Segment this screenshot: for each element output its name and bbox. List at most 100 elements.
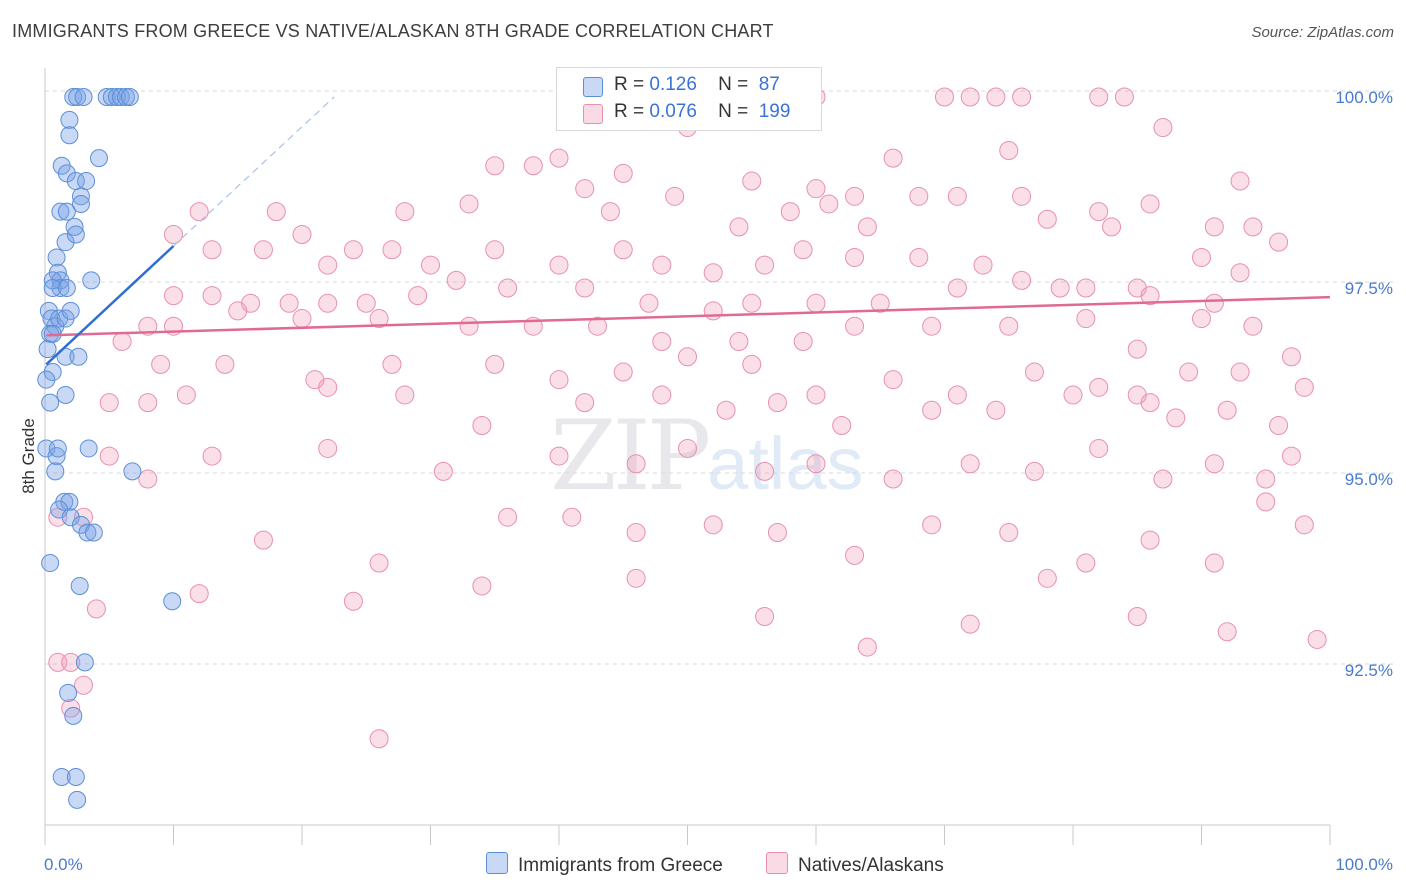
native-point: [922, 316, 942, 336]
native-point: [678, 438, 697, 458]
native-point: [343, 591, 363, 611]
native-point: [870, 293, 890, 313]
y-tick-label: 92.5%: [1345, 661, 1393, 680]
native-point: [575, 179, 595, 199]
native-point: [459, 316, 479, 336]
native-point: [1050, 278, 1070, 298]
greece-point: [57, 202, 76, 221]
greece-point: [70, 576, 89, 595]
native-point: [549, 370, 569, 390]
native-point: [1102, 217, 1122, 237]
legend-n-value: 87: [758, 74, 780, 95]
native-point: [703, 515, 723, 535]
greece-point: [77, 172, 96, 191]
native-point: [652, 255, 672, 275]
native-point: [433, 461, 453, 481]
native-point: [832, 416, 852, 436]
native-point: [999, 316, 1019, 336]
greece-point: [46, 462, 65, 481]
bottom-legend-swatch-natives: [766, 852, 788, 874]
legend-n-label: N =: [718, 101, 749, 122]
native-point: [549, 446, 569, 466]
bottom-legend-natives[interactable]: Natives/Alaskans: [766, 852, 944, 877]
immigrants-greece-points: [37, 88, 182, 809]
legend-r-label: R =: [614, 101, 645, 122]
native-point: [1243, 316, 1263, 336]
native-point: [780, 202, 800, 222]
native-point: [189, 202, 209, 222]
native-point: [909, 247, 929, 267]
native-point: [61, 652, 81, 672]
greece-point: [61, 508, 80, 527]
native-point: [266, 202, 286, 222]
native-point: [729, 331, 749, 351]
native-point: [1127, 339, 1147, 359]
y-tick-label: 100.0%: [1335, 88, 1393, 107]
x-tick-label-min: 0.0%: [44, 855, 83, 874]
native-point: [395, 385, 415, 405]
greece-point: [82, 271, 101, 290]
native-point: [742, 354, 762, 374]
native-point: [652, 331, 672, 351]
native-point: [806, 179, 826, 199]
native-point: [922, 515, 942, 535]
tick-labels: 92.5% 95.0% 97.5% 100.0% 0.0% 100.0% 8th Grade: [19, 88, 1393, 874]
greece-point: [47, 248, 66, 267]
greece-point: [43, 279, 62, 297]
natives-trend-line: [46, 295, 1331, 337]
greece-point: [43, 363, 62, 382]
native-point: [318, 255, 338, 275]
native-point: [318, 293, 338, 313]
bottom-legend-label-natives: Natives/Alaskans: [798, 855, 944, 876]
native-point: [472, 416, 492, 436]
native-point: [215, 354, 235, 374]
native-point: [1294, 377, 1314, 397]
greece-point: [65, 217, 84, 236]
greece-point: [79, 439, 98, 458]
greece-point: [78, 523, 97, 542]
native-point: [1089, 377, 1109, 397]
greece-point: [41, 393, 60, 412]
bottom-legend-greece[interactable]: Immigrants from Greece: [486, 852, 723, 877]
native-point: [678, 347, 697, 367]
correlation-legend: R = 0.126 N = 87 R = 0.076 N = 199: [556, 67, 822, 131]
native-point: [279, 293, 299, 313]
native-point: [806, 293, 826, 313]
native-point: [1063, 385, 1083, 405]
native-point: [1217, 400, 1237, 420]
native-point: [446, 270, 466, 290]
native-point: [999, 522, 1019, 542]
native-point: [421, 255, 440, 275]
native-point: [806, 454, 826, 474]
native-point: [1076, 553, 1096, 573]
greece-point: [37, 370, 56, 389]
native-point: [883, 469, 903, 489]
greece-point: [64, 88, 83, 106]
greece-trend-line: [45, 245, 175, 366]
native-point: [485, 156, 505, 176]
greece-trend-extension: [173, 96, 335, 247]
native-point: [1076, 309, 1096, 329]
native-point: [1024, 461, 1044, 481]
native-point: [845, 247, 865, 267]
native-point: [1024, 362, 1044, 382]
native-point: [986, 400, 1006, 420]
legend-n-label: N =: [718, 74, 749, 95]
greece-point: [52, 767, 71, 786]
greece-point: [59, 683, 78, 702]
greece-point: [64, 706, 83, 725]
native-point: [1269, 416, 1289, 436]
native-point: [498, 278, 518, 298]
y-tick-label: 97.5%: [1345, 279, 1393, 298]
native-point: [356, 293, 376, 313]
x-tick-label-max: 100.0%: [1335, 855, 1393, 874]
native-point: [253, 240, 273, 260]
native-point: [947, 186, 967, 206]
native-point: [909, 186, 929, 206]
native-point: [1256, 469, 1276, 489]
greece-point: [60, 126, 79, 145]
native-point: [1140, 194, 1160, 214]
native-point: [960, 614, 980, 634]
native-point: [164, 225, 183, 245]
